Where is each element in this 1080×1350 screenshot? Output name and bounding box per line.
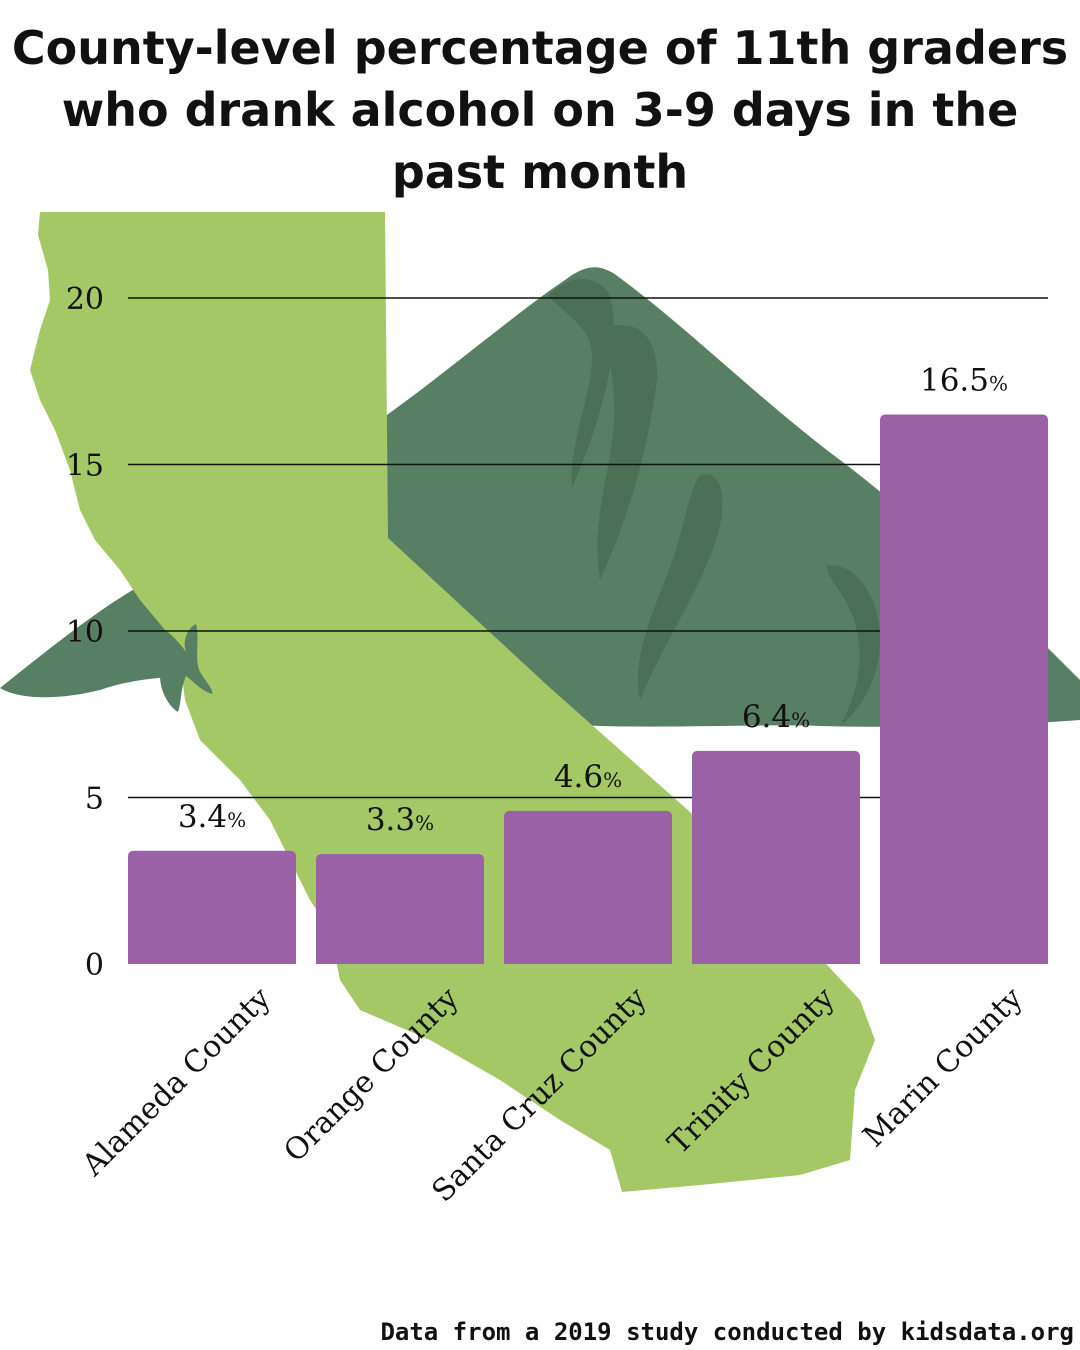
data-label: 4.6% — [554, 759, 622, 795]
mountain-ridge-shade — [548, 278, 614, 488]
title-line-3: past month — [392, 145, 688, 199]
data-label: 16.5% — [920, 363, 1008, 399]
y-tick-label: 0 — [85, 948, 104, 983]
bay-inlet — [140, 620, 213, 712]
y-tick-label: 5 — [85, 782, 104, 817]
source-note: Data from a 2019 study conducted by kids… — [380, 1318, 1074, 1346]
y-tick-label: 15 — [66, 449, 104, 484]
mountain-ridge-shade — [597, 324, 657, 580]
title-line-2: who drank alcohol on 3-9 days in the — [62, 83, 1019, 137]
bar-alameda-county — [128, 850, 296, 964]
data-label: 3.4% — [178, 799, 246, 835]
x-category-label: Alameda County — [75, 981, 278, 1184]
mountain-ridge-shade — [826, 565, 880, 726]
y-tick-label: 20 — [66, 282, 104, 317]
title-line-1: County-level percentage of 11th graders — [12, 21, 1068, 75]
y-axis-tick-labels: 0 5 10 15 20 — [66, 282, 104, 983]
bars — [128, 414, 1048, 964]
bar-orange-county — [316, 854, 484, 964]
bar-santa-cruz-county — [504, 810, 672, 964]
data-label: 3.3% — [366, 802, 434, 838]
chart-title: County-level percentage of 11th graders … — [12, 21, 1068, 199]
mountain-ridge-shade — [638, 474, 723, 700]
data-labels: 3.4% 3.3% 4.6% 6.4% 16.5% — [178, 363, 1008, 839]
bar-trinity-county — [692, 750, 860, 964]
bar-marin-county — [880, 414, 1048, 964]
y-tick-label: 10 — [66, 615, 104, 650]
data-label: 6.4% — [742, 699, 810, 735]
x-category-label: Marin County — [856, 981, 1029, 1154]
